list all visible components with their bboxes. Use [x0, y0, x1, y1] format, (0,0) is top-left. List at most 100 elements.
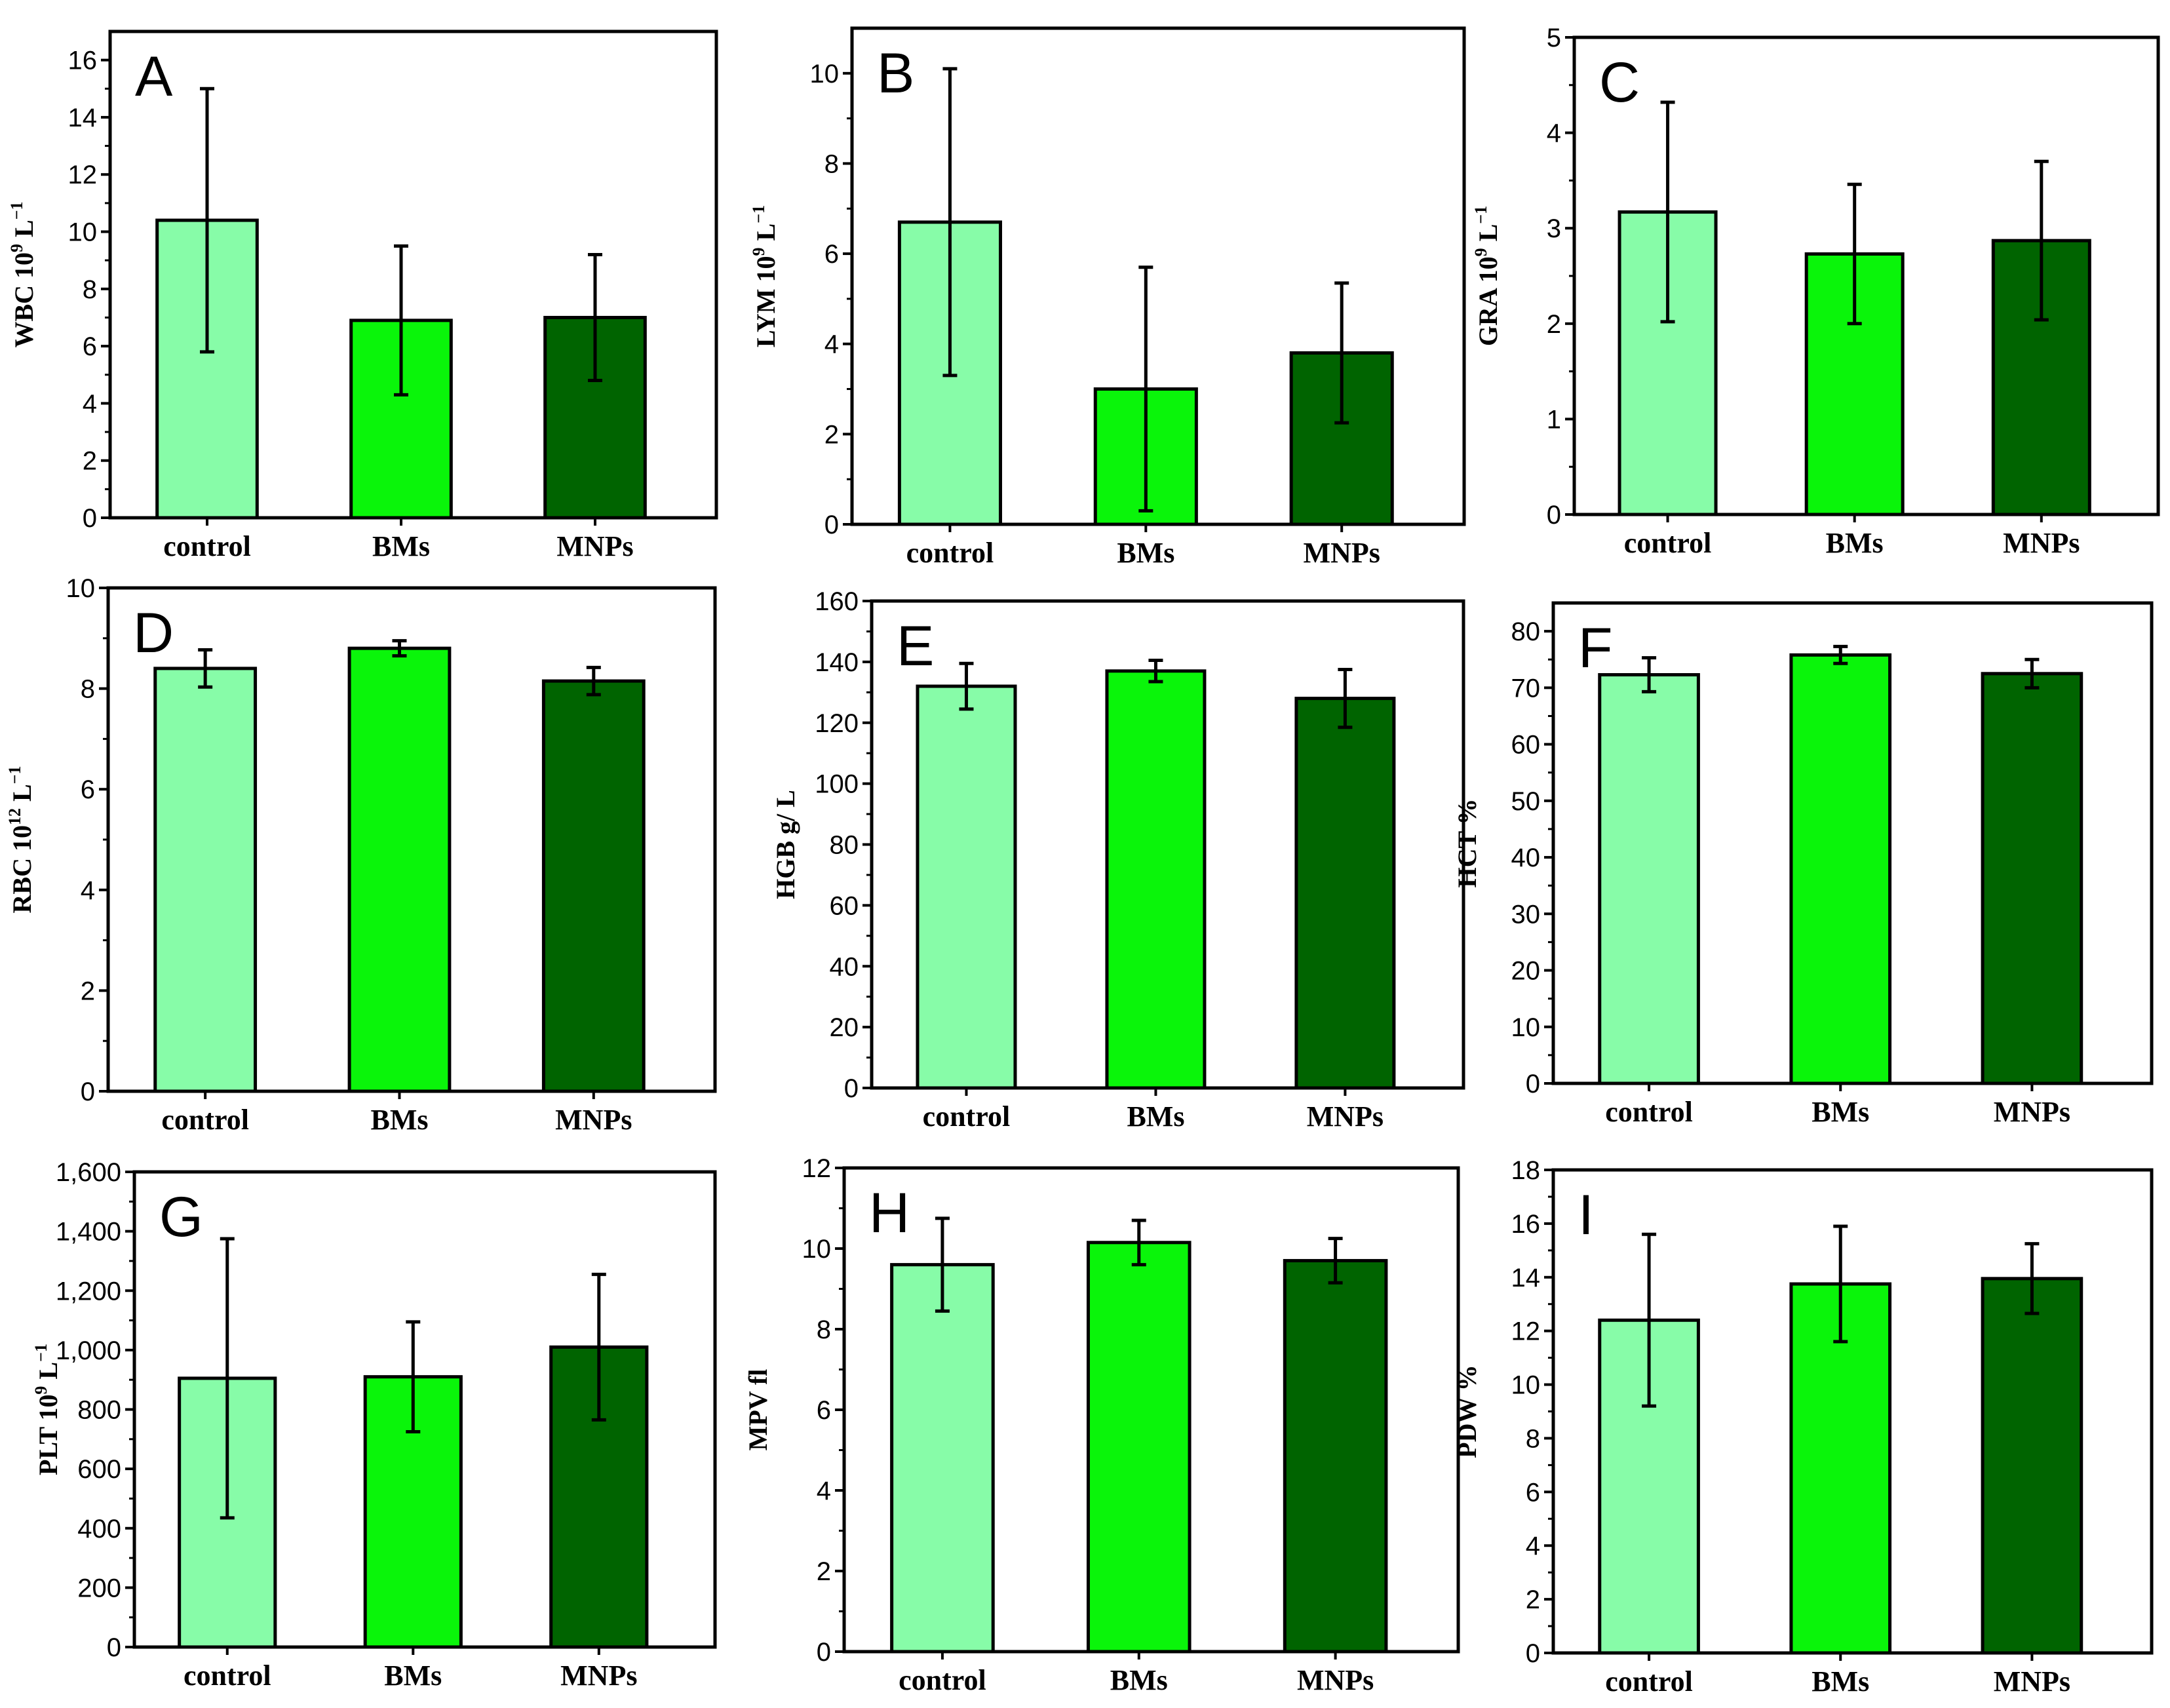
bar-e-bms — [1105, 669, 1207, 1090]
y-tick-label-i: 6 — [1526, 1478, 1540, 1507]
bar-e-mnps — [1294, 697, 1396, 1090]
category-label-a-control: control — [163, 530, 251, 562]
chart-panel-a: 0 2 4 6 8 10 12 14 16 control BMs MNPs A WBC 109 L−1 — [7, 29, 718, 562]
y-tick-label-d: 8 — [81, 675, 95, 704]
category-label-g-mnps: MNPs — [560, 1659, 637, 1692]
y-tick-label-a: 14 — [68, 104, 98, 132]
error-bar-i-bms — [1833, 1224, 1848, 1344]
category-label-g-bms: BMs — [384, 1659, 442, 1692]
error-bar-c-mnps — [2034, 159, 2049, 322]
panel-letter-e: E — [897, 615, 934, 678]
y-tick-label-h: 6 — [817, 1396, 831, 1425]
category-label-d-control: control — [161, 1104, 249, 1136]
y-tick-label-f: 80 — [1511, 617, 1541, 646]
plot-frame-f — [1551, 601, 2154, 1085]
y-tick-label-d: 4 — [81, 876, 95, 905]
category-label-d-mnps: MNPs — [555, 1104, 632, 1136]
category-label-c-control: control — [1624, 527, 1712, 559]
y-tick-label-i: 16 — [1511, 1210, 1541, 1239]
y-tick-label-g: 200 — [77, 1574, 121, 1602]
category-label-a-mnps: MNPs — [556, 530, 633, 562]
bar-d-control — [153, 667, 258, 1093]
error-bar-b-bms — [1138, 265, 1153, 513]
panel-letter-b: B — [877, 42, 914, 105]
error-bar-g-bms — [406, 1320, 421, 1433]
y-tick-label-e: 40 — [830, 952, 859, 981]
panel-letter-i: I — [1578, 1184, 1594, 1247]
y-axis-title-e: HGB g/ L — [771, 790, 800, 899]
y-tick-label-f: 20 — [1511, 957, 1541, 986]
y-tick-label-b: 8 — [824, 149, 839, 178]
category-label-e-mnps: MNPs — [1307, 1100, 1384, 1133]
plot-frame-a — [108, 29, 718, 520]
y-tick-label-i: 12 — [1511, 1317, 1541, 1346]
category-label-b-mnps: MNPs — [1304, 537, 1380, 569]
error-bar-d-bms — [392, 639, 407, 658]
y-axis-title-g: PLT 109 L−1 — [31, 1344, 63, 1475]
error-bar-e-mnps — [1338, 667, 1353, 729]
y-tick-label-h: 2 — [817, 1557, 831, 1586]
y-tick-label-i: 0 — [1526, 1639, 1540, 1668]
error-bar-f-control — [1642, 656, 1657, 693]
y-tick-label-b: 2 — [824, 420, 839, 449]
error-bar-b-mnps — [1334, 281, 1349, 425]
chart-panel-g: 0 200 400 600 800 1,000 1,200 1,400 1,600 control… — [31, 1158, 717, 1692]
y-tick-label-f: 30 — [1511, 900, 1541, 929]
panel-letter-g: G — [159, 1186, 203, 1249]
error-bar-e-bms — [1148, 659, 1163, 684]
y-tick-label-f: 70 — [1511, 674, 1541, 703]
y-axis-title-i: PDW % — [1452, 1365, 1482, 1458]
y-tick-label-i: 10 — [1511, 1371, 1541, 1400]
error-bar-h-control — [935, 1216, 950, 1313]
y-tick-label-i: 8 — [1526, 1424, 1540, 1453]
y-tick-label-i: 14 — [1511, 1264, 1541, 1292]
category-label-f-bms: BMs — [1812, 1096, 1869, 1128]
bar-h-control — [890, 1263, 995, 1654]
y-tick-label-g: 1,600 — [56, 1158, 121, 1187]
y-tick-label-f: 50 — [1511, 787, 1541, 816]
y-tick-label-d: 6 — [81, 775, 95, 804]
error-bar-i-control — [1642, 1232, 1657, 1408]
y-tick-label-c: 2 — [1547, 310, 1561, 339]
y-tick-label-a: 2 — [83, 447, 97, 476]
chart-panel-c: 0 1 2 3 4 5 control BMs MNPs C GRA 109 L−1 — [1471, 24, 2160, 559]
y-tick-label-c: 5 — [1547, 24, 1561, 52]
category-label-f-control: control — [1605, 1096, 1693, 1128]
y-tick-label-h: 8 — [817, 1315, 831, 1344]
panel-letter-d: D — [133, 602, 174, 665]
y-tick-label-g: 400 — [77, 1515, 121, 1543]
y-tick-label-g: 800 — [77, 1396, 121, 1425]
bar-h-bms — [1086, 1241, 1192, 1654]
category-label-i-control: control — [1605, 1665, 1693, 1698]
error-bar-c-bms — [1847, 182, 1862, 326]
error-bar-a-bms — [394, 244, 408, 397]
bar-h-mnps — [1283, 1258, 1388, 1654]
y-axis-title-a: WBC 109 L−1 — [7, 201, 39, 347]
chart-panel-b: 0 2 4 6 8 10 control BMs MNPs B LYM 109 L−1 — [749, 26, 1466, 569]
category-label-h-control: control — [899, 1664, 986, 1696]
y-tick-label-b: 0 — [824, 511, 839, 539]
bar-f-mnps — [1981, 672, 2083, 1085]
y-axis-title-f: HCT % — [1452, 799, 1482, 888]
panel-letter-a: A — [135, 45, 173, 108]
y-tick-label-e: 100 — [815, 770, 859, 799]
chart-panel-h: 0 2 4 6 8 10 12 control BMs MNPs H MPV fl — [743, 1154, 1460, 1696]
error-bar-a-control — [200, 87, 214, 354]
y-tick-label-e: 160 — [815, 587, 859, 616]
y-tick-label-h: 4 — [817, 1477, 831, 1505]
y-axis-title-c: GRA 109 L−1 — [1471, 206, 1503, 346]
y-axis-title-d: RBC 1012 L−1 — [5, 766, 37, 914]
y-tick-label-i: 4 — [1526, 1532, 1540, 1561]
y-tick-label-c: 0 — [1547, 501, 1561, 530]
y-tick-label-f: 10 — [1511, 1013, 1541, 1042]
y-tick-label-a: 0 — [83, 504, 97, 533]
category-label-i-bms: BMs — [1812, 1665, 1869, 1698]
chart-panel-d: 0 2 4 6 8 10 control BMs MNPs D RBC 1012 L−1 — [5, 574, 717, 1136]
y-tick-label-h: 10 — [802, 1235, 832, 1264]
error-bar-d-mnps — [586, 665, 601, 697]
category-label-b-bms: BMs — [1117, 537, 1174, 569]
y-tick-label-c: 4 — [1547, 119, 1561, 148]
y-tick-label-f: 0 — [1526, 1070, 1540, 1098]
y-tick-label-e: 20 — [830, 1013, 859, 1042]
y-tick-label-e: 0 — [844, 1074, 859, 1103]
